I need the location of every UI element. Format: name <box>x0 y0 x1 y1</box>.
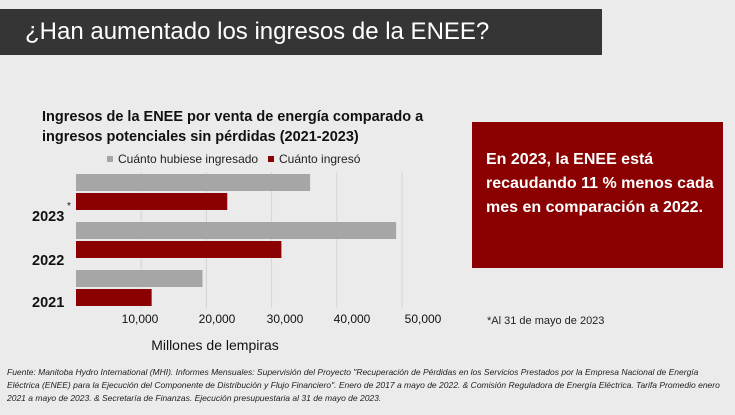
chart-title: Ingresos de la ENEE por venta de energía… <box>42 109 424 145</box>
bar-2021-actual <box>76 289 152 306</box>
y-tick-label: 2021 <box>32 295 64 311</box>
x-tick-label: 10,000 <box>122 312 159 326</box>
legend-swatch <box>268 156 274 162</box>
source-text: Fuente: Manitoba Hydro International (MH… <box>7 367 720 403</box>
y-tick-label: 2022 <box>32 253 64 269</box>
bar-2022-actual <box>76 241 282 258</box>
x-axis-label: Millones de lempiras <box>151 337 279 353</box>
x-tick-label: 20,000 <box>199 312 236 326</box>
x-tick-label: 40,000 <box>334 312 371 326</box>
callout-text: En 2023, la ENEE está recaudando 11 % me… <box>486 151 714 216</box>
bar-2022-potential <box>76 222 397 239</box>
legend-label: Cuánto hubiese ingresado <box>118 152 259 166</box>
bar-2023-actual <box>76 193 228 210</box>
legend-swatch <box>107 156 113 162</box>
legend-item-potential: Cuánto hubiese ingresado <box>107 152 258 166</box>
bar-2023-potential <box>76 174 311 191</box>
legend-label: Cuánto ingresó <box>279 152 361 166</box>
bar-2021-potential <box>76 270 203 287</box>
title-bar: ¿Han aumentado los ingresos de la ENEE? <box>0 9 602 55</box>
x-tick-label: 50,000 <box>405 312 442 326</box>
callout-box: En 2023, la ENEE está recaudando 11 % me… <box>472 122 723 268</box>
y-tick-label: 2023 <box>32 209 64 225</box>
legend-item-actual: Cuánto ingresó <box>268 152 360 166</box>
x-tick-label: 30,000 <box>267 312 304 326</box>
footnote: *Al 31 de mayo de 2023 <box>487 315 605 327</box>
page-title: ¿Han aumentado los ingresos de la ENEE? <box>25 18 490 45</box>
asterisk-note-marker: * <box>67 201 71 212</box>
